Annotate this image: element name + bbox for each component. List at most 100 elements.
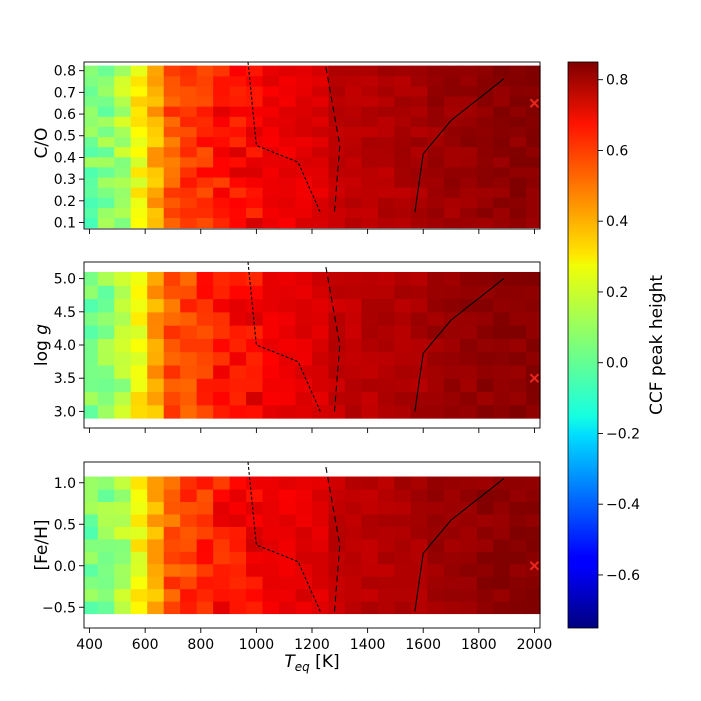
heatmap-cell bbox=[163, 311, 181, 326]
heatmap-cell bbox=[410, 106, 428, 117]
heatmap-cell bbox=[213, 404, 231, 419]
heatmap-cell bbox=[328, 391, 346, 406]
panel-fe-h: −0.5 0.0 0.5 1.0 400 600 800 1000 1200 1400 1600 18… bbox=[42, 461, 552, 653]
heatmap-cell bbox=[114, 601, 132, 615]
heatmap-cell bbox=[262, 338, 280, 353]
heatmap-cell bbox=[97, 75, 115, 87]
heatmap-cell bbox=[509, 176, 527, 188]
heatmap-cell bbox=[312, 187, 330, 198]
heatmap-cell bbox=[443, 551, 461, 565]
heatmap-cell bbox=[295, 166, 313, 178]
heatmap-cell bbox=[509, 95, 527, 107]
heatmap-cell bbox=[312, 285, 330, 300]
heatmap-cell bbox=[460, 404, 478, 419]
heatmap-cell bbox=[394, 501, 412, 515]
heatmap-cell bbox=[394, 217, 412, 229]
heatmap-cell bbox=[147, 176, 165, 188]
heatmap-cell bbox=[180, 325, 198, 339]
heatmap-cell bbox=[476, 187, 494, 198]
heatmap-cell bbox=[147, 538, 165, 552]
heatmap-cell bbox=[196, 488, 214, 503]
heatmap-cell bbox=[476, 378, 494, 393]
heatmap-cell bbox=[180, 207, 198, 219]
heatmap-cell bbox=[312, 364, 330, 379]
heatmap-cell bbox=[196, 285, 214, 300]
heatmap-cell bbox=[493, 501, 511, 515]
heatmap-cell bbox=[262, 217, 280, 229]
heatmap-cell bbox=[180, 311, 198, 326]
heatmap-cell bbox=[328, 136, 346, 148]
heatmap-cell bbox=[394, 136, 412, 148]
heatmap-cell bbox=[114, 476, 132, 490]
heatmap-cell bbox=[180, 285, 198, 300]
heatmap-cell bbox=[476, 364, 494, 379]
heatmap-cell bbox=[213, 563, 231, 577]
colorbar-tick-label: 0.4 bbox=[606, 214, 628, 230]
heatmap-cell bbox=[180, 538, 198, 552]
heatmap-cell bbox=[312, 136, 330, 148]
heatmap-cell bbox=[97, 126, 115, 138]
heatmap-cell bbox=[279, 513, 297, 527]
heatmap-cell bbox=[147, 126, 165, 138]
heatmap-cell bbox=[196, 166, 214, 178]
heatmap-cell bbox=[328, 476, 346, 490]
heatmap-cell bbox=[476, 217, 494, 229]
heatmap-cell bbox=[213, 95, 231, 107]
heatmap-cell bbox=[163, 601, 181, 615]
y-tick-label: 0.5 bbox=[54, 129, 76, 145]
colorbar-tick-label: 0.0 bbox=[606, 356, 628, 372]
heatmap-cell bbox=[443, 391, 461, 406]
heatmap-cell bbox=[196, 85, 214, 97]
heatmap-cell bbox=[493, 563, 511, 577]
heatmap-cell bbox=[443, 501, 461, 515]
heatmap-cell bbox=[295, 513, 313, 527]
heatmap-cell bbox=[180, 551, 198, 565]
heatmap-cell bbox=[361, 364, 379, 379]
heatmap-cell bbox=[410, 404, 428, 419]
heatmap-cell bbox=[229, 576, 247, 590]
heatmap-cell bbox=[493, 156, 511, 168]
heatmap-cell bbox=[196, 116, 214, 127]
heatmap-cell bbox=[246, 285, 264, 300]
heatmap-cell bbox=[196, 338, 214, 353]
heatmap-cell bbox=[427, 576, 445, 590]
heatmap-cell bbox=[180, 106, 198, 117]
heatmap-cell bbox=[493, 116, 511, 127]
heatmap-cell bbox=[312, 95, 330, 107]
heatmap-cell bbox=[196, 588, 214, 602]
heatmap-cell bbox=[427, 311, 445, 326]
heatmap-cell bbox=[147, 197, 165, 208]
heatmap-cell bbox=[443, 166, 461, 178]
heatmap-cell bbox=[361, 538, 379, 552]
contour-line bbox=[325, 466, 341, 615]
heatmap-cell bbox=[394, 126, 412, 138]
heatmap-cell bbox=[443, 526, 461, 540]
heatmap-cell bbox=[196, 311, 214, 326]
heatmap-cell bbox=[130, 156, 148, 168]
heatmap-cell bbox=[213, 576, 231, 590]
heatmap-cell bbox=[246, 551, 264, 565]
heatmap-cell bbox=[328, 116, 346, 127]
heatmap-cell bbox=[427, 338, 445, 353]
heatmap-cell bbox=[460, 106, 478, 117]
heatmap-cell bbox=[460, 187, 478, 198]
heatmap-cell bbox=[163, 338, 181, 353]
heatmap-cell bbox=[213, 217, 231, 229]
heatmap-cell bbox=[328, 217, 346, 229]
heatmap-cell bbox=[344, 488, 363, 503]
heatmap-cell bbox=[130, 285, 148, 300]
heatmap-cell bbox=[476, 116, 494, 127]
heatmap-cell bbox=[312, 391, 330, 406]
heatmap-cell bbox=[361, 207, 379, 219]
heatmap-cell bbox=[147, 156, 165, 168]
x-tick-label: 600 bbox=[132, 637, 159, 653]
heatmap-cell bbox=[410, 551, 428, 565]
heatmap-cell bbox=[460, 285, 478, 300]
colorbar-tick-label: 0.8 bbox=[606, 73, 628, 89]
heatmap-cell bbox=[246, 378, 264, 393]
heatmap-cell bbox=[361, 404, 379, 419]
heatmap-cell bbox=[526, 576, 541, 590]
heatmap-cell bbox=[328, 551, 346, 565]
heatmap-cell bbox=[526, 285, 541, 300]
heatmap-cell bbox=[509, 126, 527, 138]
